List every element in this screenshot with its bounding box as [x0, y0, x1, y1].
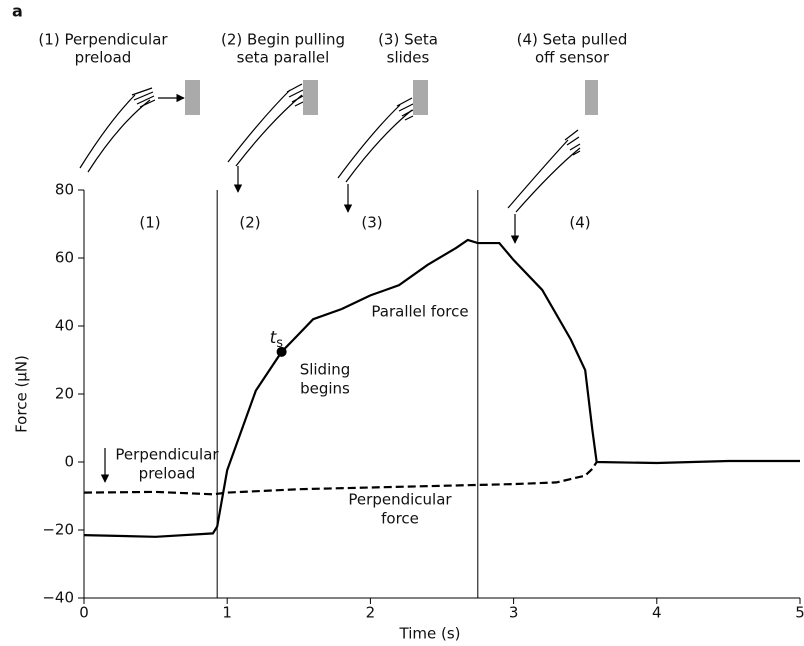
y-tick-label: 80: [55, 181, 74, 199]
x-tick-label: 2: [366, 604, 376, 622]
marker-label: ts: [270, 328, 284, 351]
marker-label-main: t: [270, 328, 278, 348]
region-label: (1): [139, 214, 160, 232]
annotation: Sliding: [300, 361, 351, 379]
y-tick-label: 40: [55, 317, 74, 335]
y-tick-label: 20: [55, 385, 74, 403]
y-tick-label: 60: [55, 249, 74, 267]
y-tick-label: −40: [42, 589, 74, 607]
stage-label: (2) Begin pulling: [221, 31, 345, 49]
region-label: (4): [569, 214, 590, 232]
illustration: [79, 80, 598, 483]
y-tick-label: 0: [64, 453, 74, 471]
annotation: Perpendicular: [348, 491, 452, 509]
x-tick-label: 3: [509, 604, 519, 622]
stage-label: preload: [75, 49, 132, 67]
y-axis-label: Force (µN): [13, 355, 31, 433]
annotation: force: [381, 510, 419, 528]
annotation: Perpendicular: [115, 446, 219, 464]
x-tick-label: 1: [222, 604, 232, 622]
stage-label: (4) Seta pulled: [517, 31, 628, 49]
x-tick-label: 5: [795, 604, 804, 622]
annotation: preload: [139, 465, 196, 483]
marker-label-sub: s: [276, 335, 283, 350]
x-tick-label: 4: [652, 604, 662, 622]
region-label: (3): [361, 214, 382, 232]
y-tick-label: −20: [42, 521, 74, 539]
stage-label: slides: [387, 49, 430, 67]
annotation: Parallel force: [371, 303, 468, 321]
sliding-point: [276, 346, 287, 357]
annotation: begins: [300, 380, 350, 398]
stage-label: (1) Perpendicular: [38, 31, 168, 49]
region-label: (2): [239, 214, 260, 232]
series-line: [83, 238, 800, 538]
panel-label: a: [12, 2, 23, 21]
x-axis-label: Time (s): [399, 625, 461, 643]
stage-label: off sensor: [535, 49, 610, 67]
x-tick-label: 0: [79, 604, 89, 622]
stage-label: (3) Seta: [378, 31, 438, 49]
stage-label: seta parallel: [237, 49, 330, 67]
